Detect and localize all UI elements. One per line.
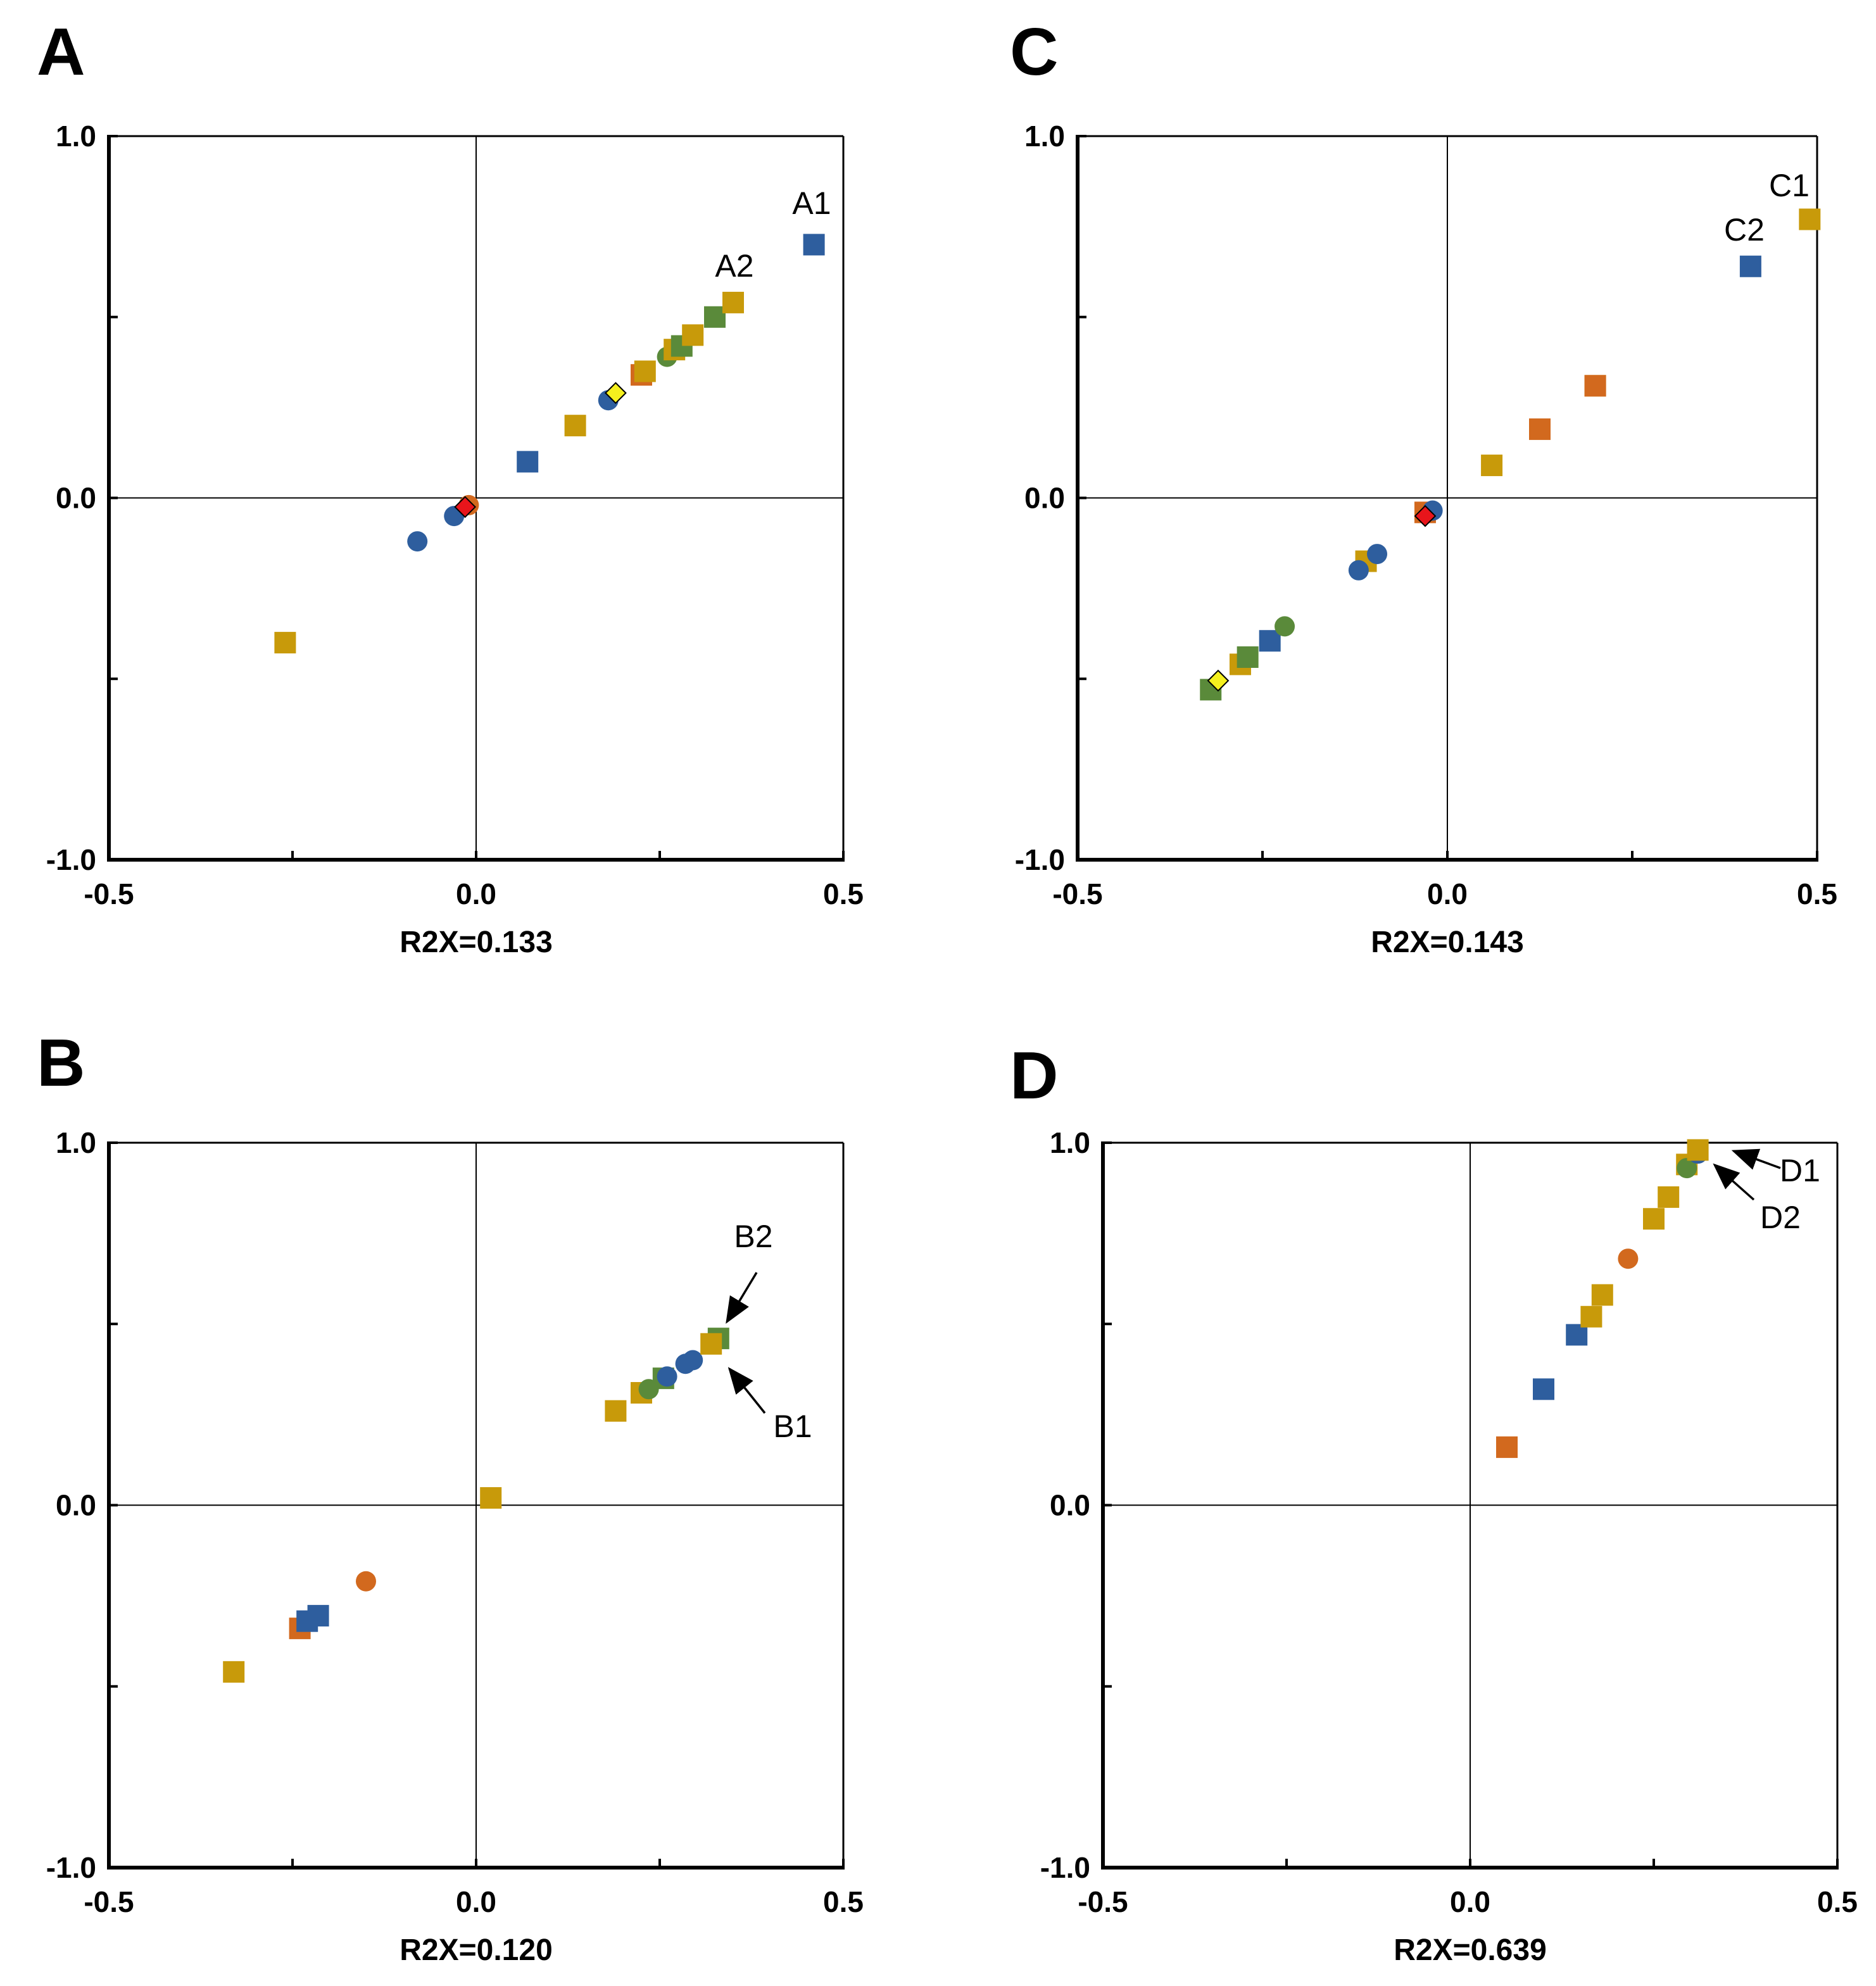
data-point-square — [1643, 1208, 1665, 1230]
data-point-square — [1529, 418, 1551, 440]
panel-letter: C — [1010, 15, 1059, 89]
data-point-square — [1739, 255, 1761, 277]
data-point-square — [634, 360, 656, 382]
data-point-square — [1580, 1305, 1602, 1328]
data-point-circle — [356, 1571, 376, 1592]
x-tick-label: -0.5 — [84, 877, 134, 910]
data-point-square — [682, 324, 704, 346]
annotation-label: D2 — [1760, 1200, 1801, 1235]
y-tick-label: 0.0 — [56, 482, 96, 515]
annotation-label: D1 — [1780, 1153, 1820, 1188]
data-point-square — [1658, 1186, 1680, 1208]
data-point-square — [1591, 1284, 1613, 1306]
data-point-square — [274, 632, 296, 654]
y-tick-label: -1.0 — [1015, 843, 1065, 876]
annotation-label: B1 — [773, 1409, 812, 1444]
data-point-square — [1584, 375, 1606, 397]
data-point-square — [704, 306, 726, 328]
data-point-circle — [683, 1350, 703, 1371]
data-point-square — [1799, 208, 1821, 230]
data-point-square — [700, 1333, 722, 1355]
data-point-square — [480, 1487, 502, 1509]
x-tick-label: -0.5 — [1078, 1885, 1128, 1918]
y-tick-label: 1.0 — [1024, 120, 1065, 153]
data-point-square — [1687, 1139, 1709, 1161]
x-tick-label: -0.5 — [84, 1885, 134, 1918]
data-point-square — [1481, 455, 1503, 477]
data-point-circle — [1367, 544, 1388, 565]
annotation-arrow — [727, 1367, 766, 1414]
annotation-label: A1 — [792, 185, 831, 221]
x-axis-label: R2X=0.133 — [400, 926, 553, 959]
data-point-diamond — [604, 382, 627, 405]
annotation-arrow — [1731, 1148, 1781, 1170]
panel-b: B -0.5 0.0 0.5 1.0 0.0 -1.0 R2X=0.120 B2 B1 — [37, 1026, 864, 1967]
data-point-circle — [1348, 560, 1369, 581]
x-tick-label: 0.0 — [456, 1885, 496, 1918]
annotation-arrow — [726, 1272, 758, 1324]
x-tick-label: 0.5 — [823, 1885, 864, 1918]
y-tick-label: -1.0 — [46, 1851, 96, 1884]
data-point-square — [223, 1661, 245, 1683]
data-point-square — [1566, 1324, 1588, 1346]
y-tick-label: -1.0 — [1040, 1851, 1090, 1884]
y-tick-label: 0.0 — [1024, 482, 1065, 515]
y-tick-label: 1.0 — [56, 120, 96, 153]
annotation-label: B2 — [734, 1219, 772, 1254]
data-point-square — [1533, 1378, 1554, 1400]
data-point-square — [564, 415, 586, 437]
x-tick-label: 0.0 — [1427, 877, 1468, 910]
data-point-circle — [1618, 1248, 1639, 1269]
x-axis-label: R2X=0.639 — [1394, 1933, 1547, 1967]
y-tick-label: 1.0 — [1050, 1126, 1090, 1159]
data-point-square — [517, 451, 539, 473]
y-tick-label: 0.0 — [56, 1489, 96, 1522]
data-point-square — [1496, 1436, 1518, 1458]
x-tick-label: 0.0 — [456, 877, 496, 910]
x-axis-label: R2X=0.143 — [1371, 926, 1524, 959]
data-point-circle — [657, 1366, 677, 1387]
x-axis-label: R2X=0.120 — [400, 1933, 553, 1967]
annotation-label: A2 — [715, 248, 753, 284]
x-tick-label: -0.5 — [1052, 877, 1102, 910]
data-point-diamond — [1414, 505, 1437, 527]
data-point-square — [307, 1605, 329, 1627]
annotation-label: C1 — [1769, 168, 1810, 203]
data-point-diamond — [1207, 669, 1230, 692]
data-point-circle — [1677, 1158, 1697, 1179]
data-point-square — [605, 1400, 627, 1422]
panel-d: D -0.5 0.0 0.5 1.0 0.0 -1.0 R2X=0.639 D1 D2 — [1010, 1038, 1858, 1967]
y-tick-label: -1.0 — [46, 843, 96, 876]
panel-letter: A — [37, 15, 85, 89]
annotation-label: C2 — [1724, 212, 1765, 248]
data-point-circle — [1275, 616, 1295, 637]
panel-letter: D — [1010, 1038, 1059, 1113]
x-tick-label: 0.5 — [1817, 1885, 1858, 1918]
y-tick-label: 0.0 — [1050, 1489, 1090, 1522]
panel-letter: B — [37, 1026, 85, 1100]
panel-a: A -0.5 0.0 0.5 1.0 0.0 -1.0 R2X=0.133 A1 A2 — [37, 15, 864, 959]
data-point-square — [722, 291, 744, 313]
data-point-circle — [407, 531, 428, 552]
data-point-diamond — [454, 496, 477, 518]
y-tick-label: 1.0 — [56, 1126, 96, 1159]
annotation-arrow — [1713, 1163, 1755, 1201]
x-tick-label: 0.0 — [1450, 1885, 1490, 1918]
x-tick-label: 0.5 — [1797, 877, 1837, 910]
data-point-square — [1237, 646, 1259, 668]
data-point-square — [1259, 630, 1281, 652]
data-point-square — [803, 234, 825, 256]
x-tick-label: 0.5 — [823, 877, 864, 910]
